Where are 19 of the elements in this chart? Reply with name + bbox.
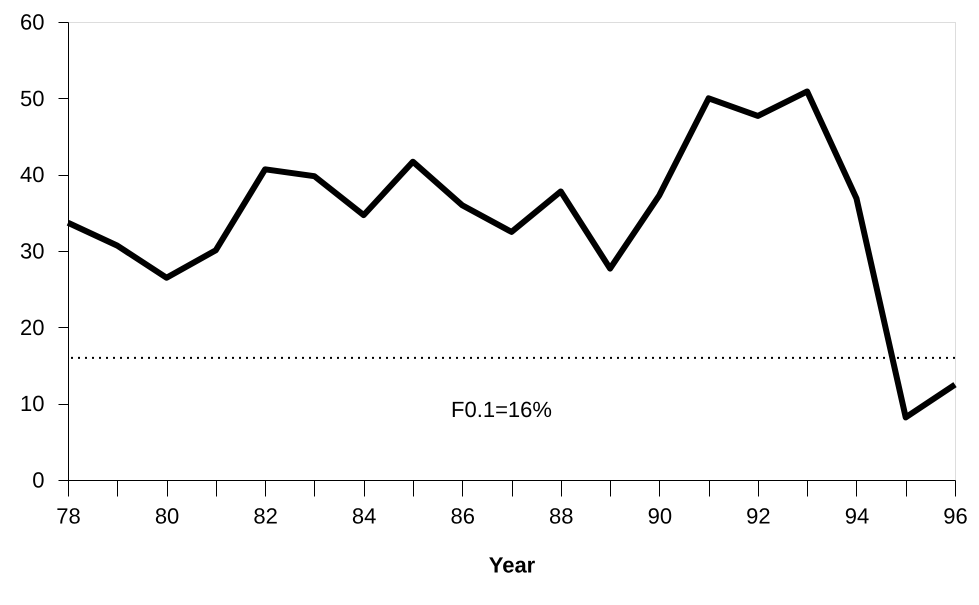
x-tick-label: 82 [253,504,278,528]
y-tick-label: 50 [20,86,44,111]
x-tick-label: 86 [450,504,475,528]
x-tick-label: 78 [56,504,81,528]
x-tick-label: 92 [746,504,771,528]
x-tick-label: 80 [154,504,180,528]
ref-line-label: F0.1=16% [451,396,552,422]
x-tick-label: 94 [844,504,870,528]
y-tick-label: 60 [20,10,44,34]
y-tick-label: 30 [20,238,44,264]
x-tick-label: 84 [352,504,376,528]
x-tick-label: 88 [549,504,574,528]
x-tick-label: 96 [943,504,968,528]
y-tick-label: 20 [20,314,44,340]
x-tick-label: 90 [648,504,672,528]
y-tick-label: 0 [32,468,44,492]
y-tick-label: 10 [20,391,44,416]
x-axis-title: Year [488,552,536,578]
y-tick-label: 40 [20,162,44,188]
